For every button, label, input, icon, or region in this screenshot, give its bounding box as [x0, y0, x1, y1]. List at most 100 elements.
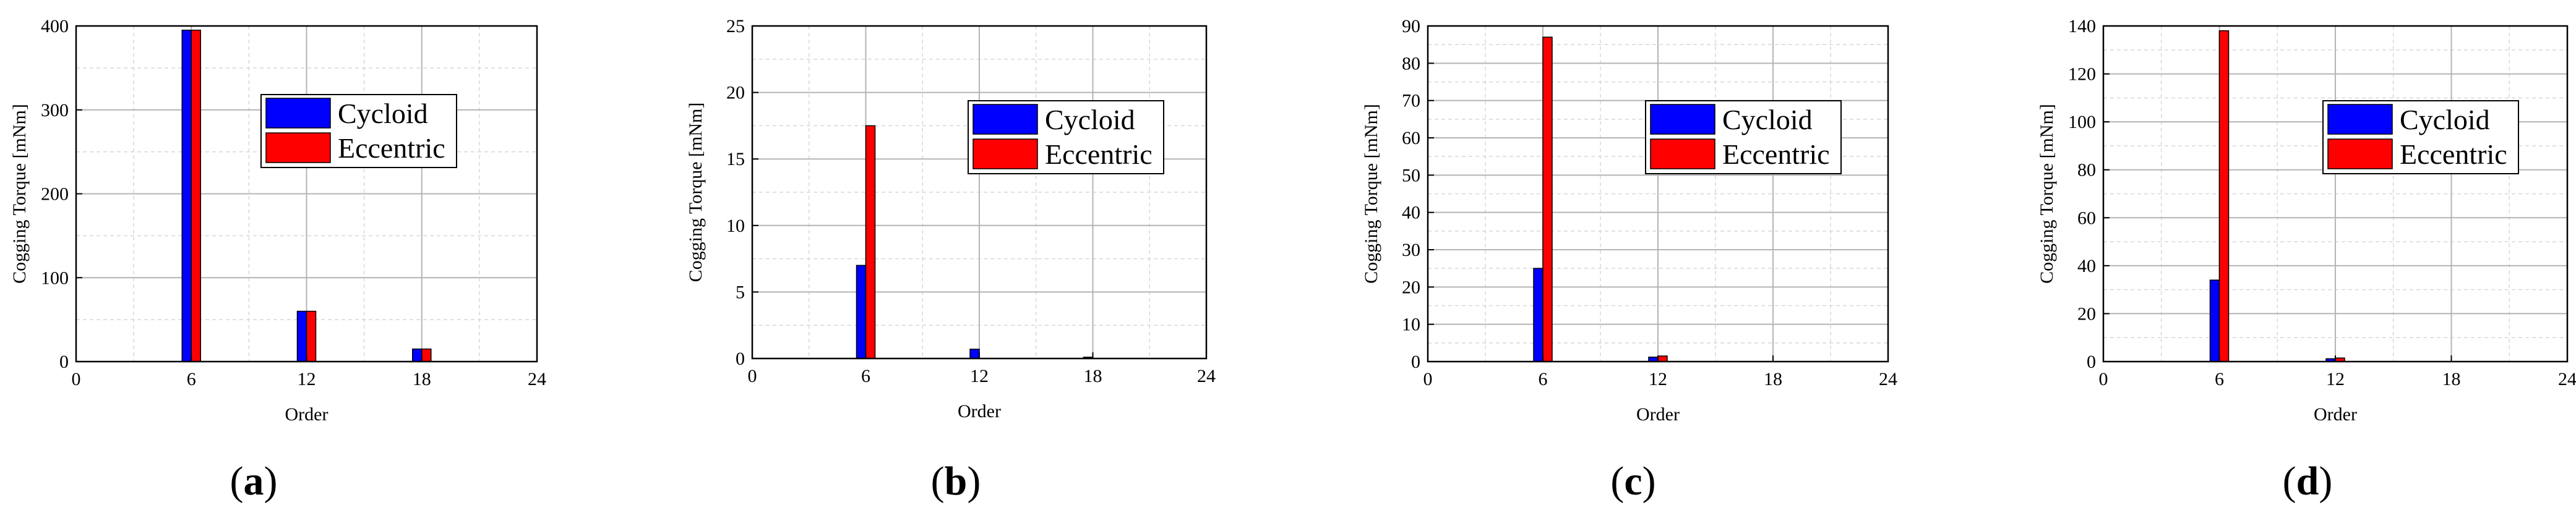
- y-axis-title: Cogging Torque [mNm]: [9, 104, 30, 284]
- y-tick-label: 30: [1402, 240, 1420, 260]
- x-axis-title: Order: [958, 401, 1001, 422]
- y-axis-title: Cogging Torque [mNm]: [2037, 104, 2057, 284]
- y-tick-label: 90: [1402, 16, 1420, 36]
- y-tick-label: 60: [2077, 208, 2096, 228]
- x-axis-title: Order: [2314, 404, 2357, 425]
- y-tick-label: 20: [2077, 303, 2096, 324]
- x-tick-label: 24: [1879, 369, 1897, 389]
- panel-label-close: ): [264, 459, 278, 504]
- x-tick-label: 0: [72, 369, 81, 389]
- panel-label-letter: b: [945, 459, 968, 504]
- legend-swatch-eccentric: [972, 138, 1038, 169]
- y-axis-title: Cogging Torque [mNm]: [685, 103, 706, 282]
- y-tick-label: 40: [1402, 203, 1420, 223]
- x-tick-label: 12: [970, 366, 989, 386]
- y-tick-label: 40: [2077, 256, 2096, 276]
- x-tick-label: 0: [1423, 369, 1433, 389]
- y-tick-label: 70: [1402, 91, 1420, 111]
- y-tick-label: 0: [736, 349, 745, 369]
- x-tick-label: 24: [1197, 366, 1216, 386]
- panel-label-letter: a: [244, 459, 264, 504]
- legend-label-cycloid: Cycloid: [2400, 104, 2490, 135]
- bar-cycloid-order-6: [1533, 268, 1543, 362]
- panel-label-close: ): [967, 459, 981, 504]
- panel-label: (d): [2283, 459, 2333, 504]
- legend-label-eccentric: Eccentric: [1722, 138, 1830, 170]
- x-tick-label: 6: [187, 369, 196, 389]
- y-tick-label: 0: [1411, 352, 1420, 372]
- panel-label: (b): [931, 459, 981, 504]
- panel-label-close: ): [1642, 459, 1656, 504]
- y-axis-title: Cogging Torque [mNm]: [1361, 104, 1381, 284]
- legend-swatch-eccentric: [265, 132, 331, 163]
- panel-label: (c): [1610, 459, 1655, 504]
- y-tick-label: 20: [1402, 277, 1420, 297]
- bar-eccentric-order-6: [865, 125, 876, 359]
- y-tick-label: 80: [2077, 160, 2096, 180]
- x-tick-label: 12: [298, 369, 316, 389]
- legend-label-cycloid: Cycloid: [338, 98, 428, 129]
- bar-eccentric-order-6: [2218, 30, 2230, 362]
- legend-swatch-eccentric: [1650, 138, 1715, 169]
- legend-swatch-eccentric: [2327, 138, 2393, 169]
- y-tick-label: 15: [726, 149, 745, 169]
- x-tick-label: 12: [2326, 369, 2345, 389]
- x-tick-label: 24: [2558, 369, 2576, 389]
- panel-label-open: (: [931, 459, 945, 504]
- x-tick-label: 12: [1649, 369, 1667, 389]
- x-tick-label: 0: [2099, 369, 2108, 389]
- y-tick-label: 5: [736, 282, 745, 302]
- legend-label-eccentric: Eccentric: [338, 132, 445, 164]
- panel-label-open: (: [2283, 459, 2296, 504]
- legend-label-cycloid: Cycloid: [1045, 104, 1135, 135]
- x-tick-label: 6: [1539, 369, 1548, 389]
- y-tick-label: 400: [41, 16, 69, 36]
- y-tick-label: 10: [726, 216, 745, 236]
- panel-label-letter: c: [1624, 459, 1642, 504]
- bar-eccentric-order-18: [421, 348, 432, 362]
- x-axis-title: Order: [285, 404, 328, 425]
- bar-eccentric-order-6: [191, 30, 201, 362]
- y-tick-label: 60: [1402, 128, 1420, 148]
- x-tick-label: 0: [748, 366, 757, 386]
- bar-cycloid-order-6: [2209, 279, 2220, 362]
- y-tick-label: 100: [2068, 112, 2096, 132]
- y-tick-label: 80: [1402, 53, 1420, 74]
- y-tick-label: 140: [2068, 16, 2096, 36]
- panel-label-letter: d: [2296, 459, 2319, 504]
- legend-swatch-cycloid: [1650, 104, 1715, 135]
- x-tick-label: 18: [413, 369, 431, 389]
- bar-cycloid-order-12: [296, 310, 307, 362]
- legend-swatch-cycloid: [2327, 104, 2393, 135]
- x-tick-label: 18: [2442, 369, 2461, 389]
- x-tick-label: 18: [1084, 366, 1102, 386]
- bar-cycloid-order-18: [412, 348, 423, 362]
- panel-label: (a): [230, 459, 278, 504]
- legend-swatch-cycloid: [265, 98, 331, 129]
- y-tick-label: 0: [2087, 352, 2096, 372]
- legend-label-cycloid: Cycloid: [1722, 104, 1813, 135]
- chart-panel-d: 0 6 12 18 24 0 20 40 60 80 100 120 140 Order Cogging T…: [2037, 16, 2576, 504]
- legend-label-eccentric: Eccentric: [1045, 138, 1153, 170]
- y-tick-label: 10: [1402, 315, 1420, 335]
- chart-panel-b: 0 6 12 18 24 0 5 10 15 20 25 Order Cogging Torque [m…: [685, 16, 1216, 504]
- y-tick-label: 300: [41, 100, 69, 121]
- panel-label-open: (: [230, 459, 244, 504]
- x-tick-label: 6: [861, 366, 870, 386]
- legend-swatch-cycloid: [972, 104, 1038, 135]
- chart-panel-c: 0 6 12 18 24 0 10 20 30 40 50 60 70 80 90 Order Cogging …: [1361, 16, 1897, 504]
- y-tick-label: 50: [1402, 165, 1420, 185]
- y-tick-label: 0: [59, 352, 69, 372]
- bar-cycloid-order-6: [856, 265, 867, 359]
- x-axis-title: Order: [1636, 404, 1680, 425]
- x-tick-label: 6: [2215, 369, 2224, 389]
- bar-eccentric-order-12: [306, 310, 317, 362]
- y-tick-label: 25: [726, 16, 745, 36]
- panel-label-close: ): [2319, 459, 2332, 504]
